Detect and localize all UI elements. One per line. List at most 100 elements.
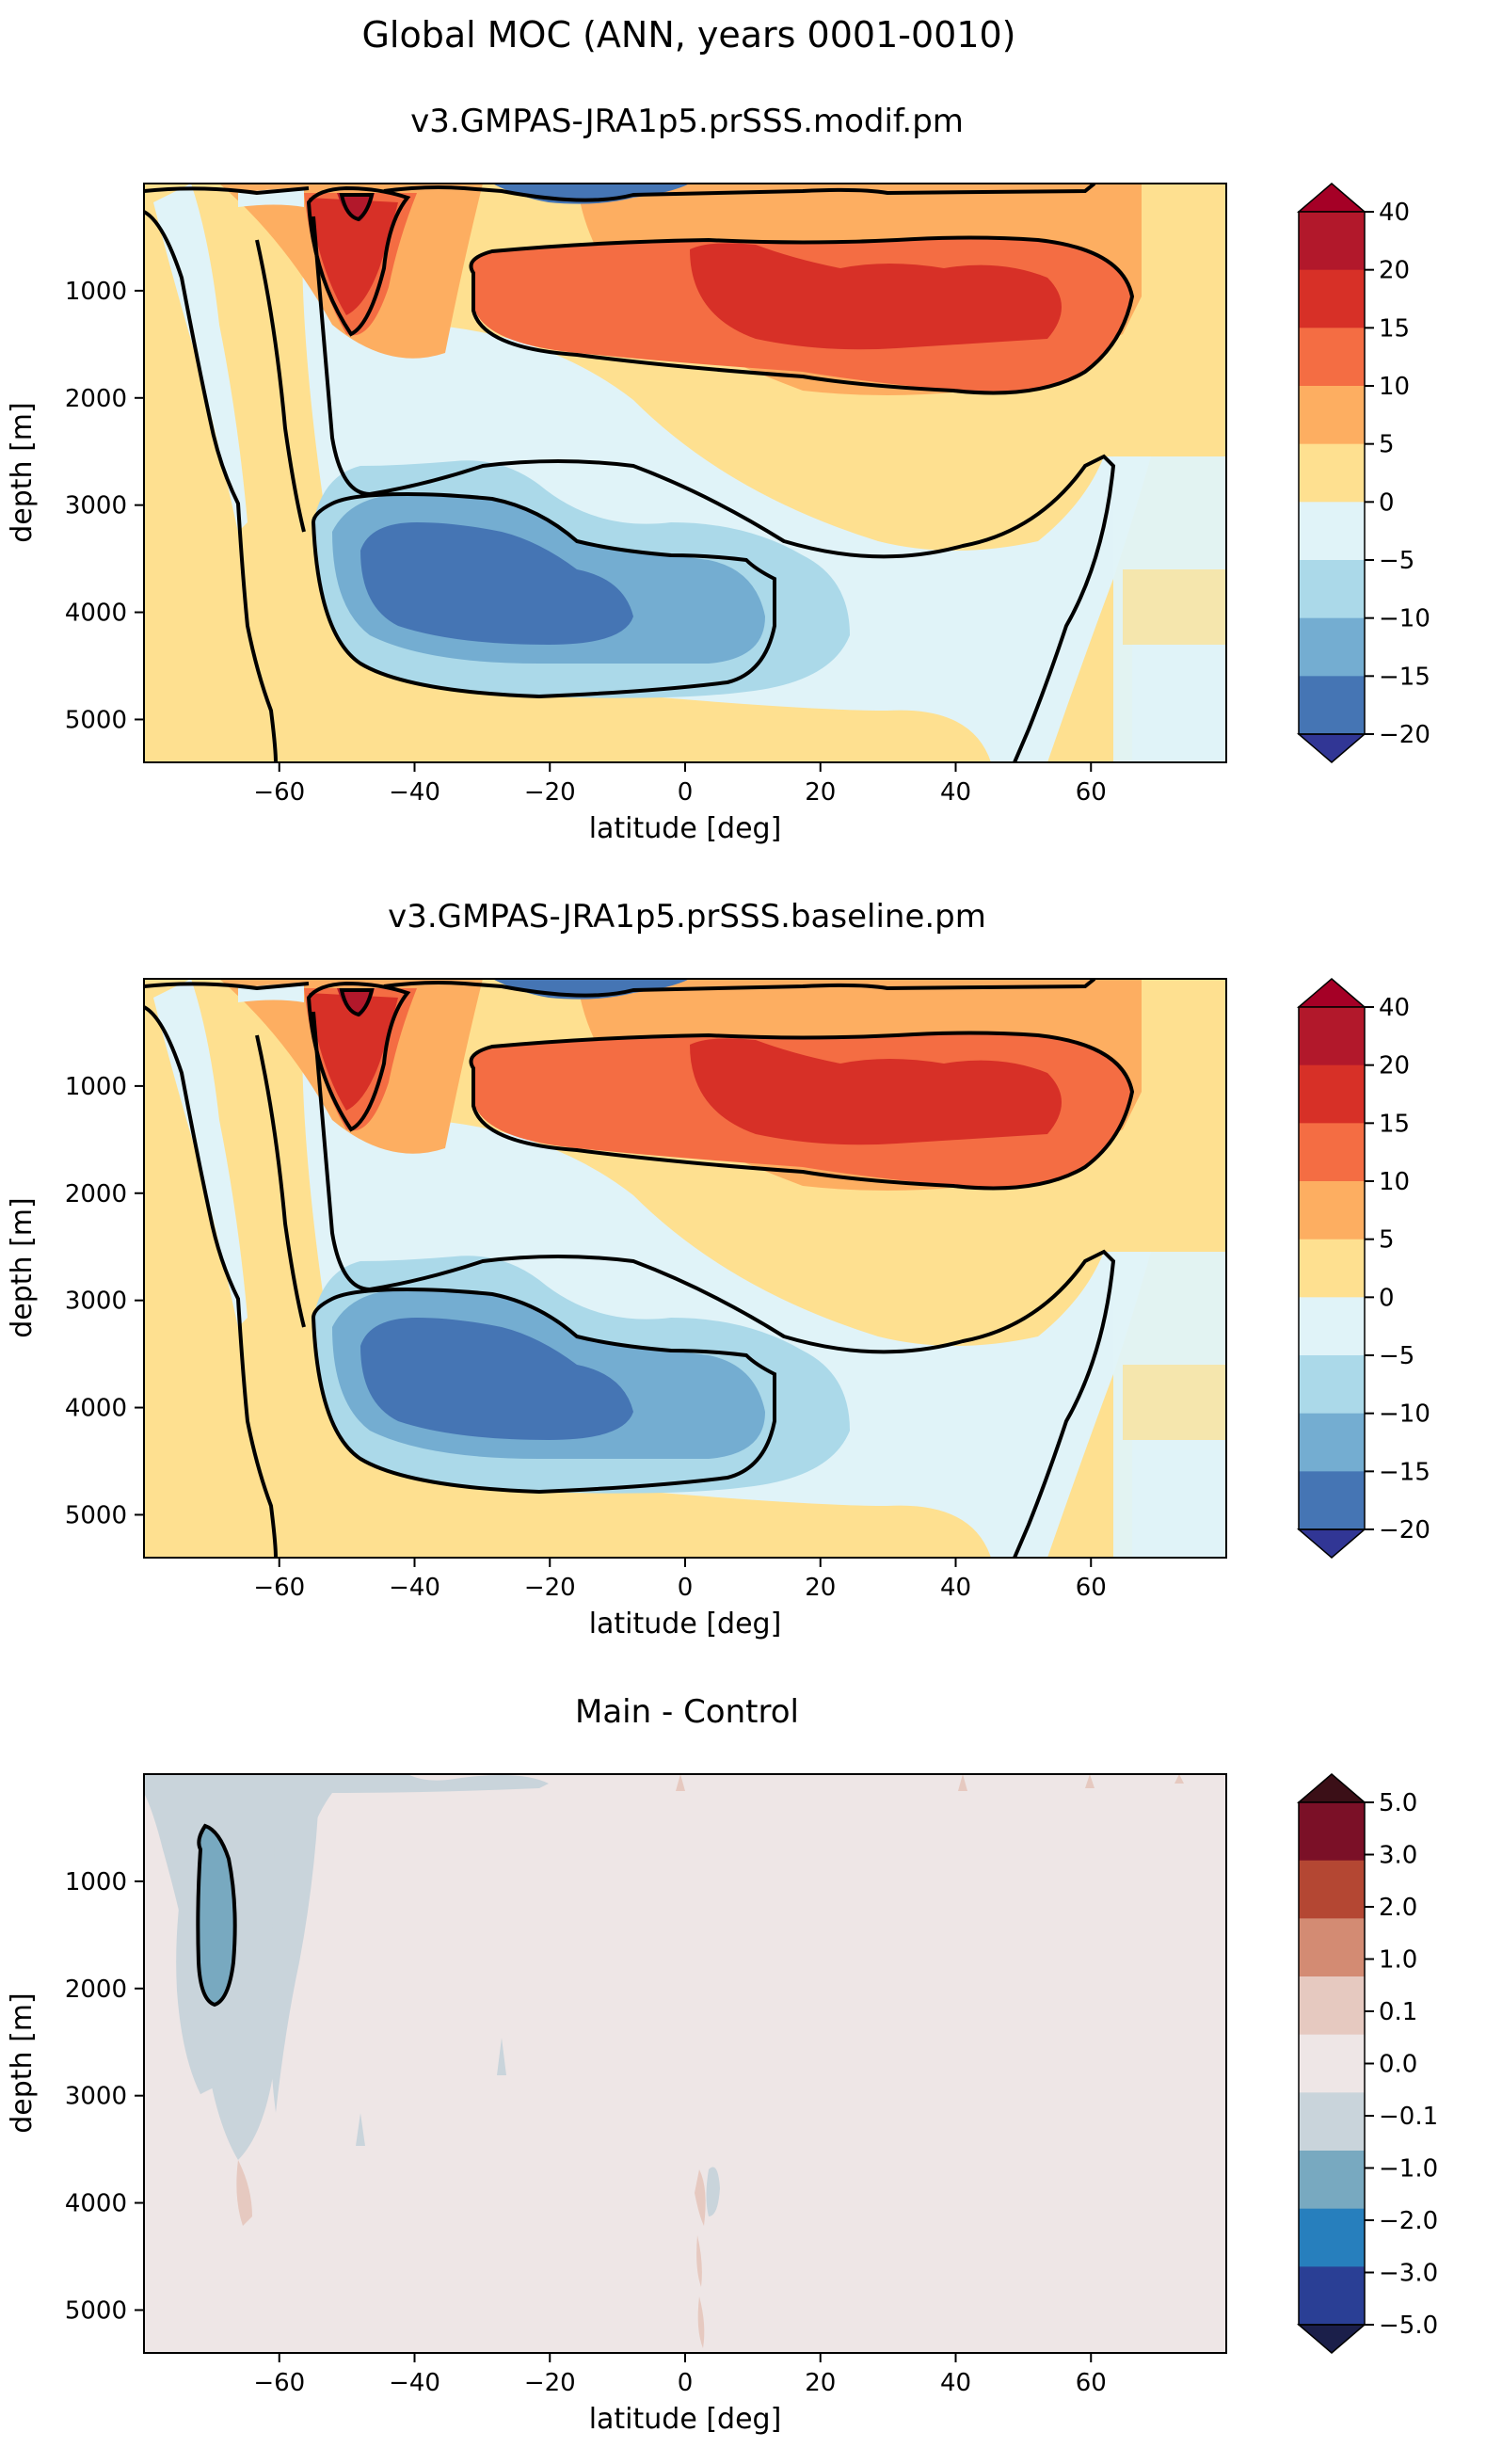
colorbar-tick-label: 5	[1379, 431, 1395, 459]
y-tick-label: 5000	[65, 706, 127, 734]
y-axis-label: depth [m]	[6, 1992, 39, 2134]
x-axis-label: latitude [deg]	[589, 1608, 782, 1640]
colorbar-band	[1299, 2208, 1365, 2267]
colorbar-tick-label: −3.0	[1379, 2260, 1438, 2288]
colorbar-tick-label: 10	[1379, 373, 1410, 401]
colorbar-tick-label: −20	[1379, 721, 1430, 749]
colorbar-tick-label: 5	[1379, 1226, 1395, 1255]
x-axis-label: latitude [deg]	[589, 812, 782, 845]
colorbar-band	[1299, 560, 1365, 619]
colorbar-tick-label: 0.1	[1379, 1998, 1417, 2026]
colorbar-extend-min	[1296, 733, 1367, 763]
colorbar-tick-label: 20	[1379, 1052, 1410, 1080]
y-tick-label: 4000	[65, 2190, 127, 2218]
colorbar-tick-label: 5.0	[1379, 1789, 1417, 1817]
x-tick-label: 40	[940, 778, 971, 807]
colorbar-band	[1299, 1123, 1365, 1182]
x-tick-label: −60	[253, 778, 305, 807]
diff-contours	[196, 1823, 237, 2008]
colorbar: 5.03.02.01.00.10.0−0.1−1.0−2.0−3.0−5.0[S…	[1296, 1773, 1438, 2354]
x-tick-label: −20	[524, 1574, 576, 1602]
contour-field	[144, 184, 1226, 762]
colorbar-tick-label: 0	[1379, 488, 1395, 517]
y-tick-label: 3000	[65, 492, 127, 520]
moc-contour-fills	[144, 979, 1226, 1558]
colorbar-tick-label: 2.0	[1379, 1894, 1417, 1922]
panel-title: Main - Control	[575, 1693, 799, 1731]
panel-title: v3.GMPAS-JRA1p5.prSSS.modif.pm	[410, 103, 964, 140]
colorbar-tick-label: 0	[1379, 1284, 1395, 1312]
x-tick-label: 60	[1076, 1574, 1107, 1602]
x-tick-label: −40	[389, 2369, 440, 2397]
y-tick-label: 3000	[65, 2083, 127, 2111]
x-tick-label: 0	[678, 1574, 694, 1602]
moc-contour-fills	[144, 184, 1226, 762]
colorbar-band	[1299, 1355, 1365, 1415]
colorbar-tick-label: −10	[1379, 605, 1430, 633]
x-tick-label: −60	[253, 1574, 305, 1602]
y-axis-label: depth [m]	[6, 1197, 39, 1338]
moc-zero-contours	[144, 979, 1135, 1558]
x-tick-label: 20	[805, 1574, 836, 1602]
y-axis: 1000 2000 3000 4000 5000	[65, 278, 144, 734]
x-tick-label: 20	[805, 778, 836, 807]
x-tick-label: 0	[678, 2369, 694, 2397]
colorbar-band	[1299, 1976, 1365, 2036]
colorbar-tick-label: −5	[1379, 1342, 1414, 1370]
colorbar-band	[1299, 2266, 1365, 2326]
diff-contour-fills	[144, 1774, 1226, 2353]
colorbar-band	[1299, 1239, 1365, 1298]
y-axis: 1000 2000 3000 4000 5000	[65, 1073, 144, 1529]
colorbar-extend-max	[1296, 183, 1367, 213]
moc-zero-contours	[144, 184, 1135, 762]
colorbar-extend-max	[1296, 1773, 1367, 1803]
colorbar-band	[1299, 1471, 1365, 1530]
colorbar-band	[1299, 1181, 1365, 1240]
colorbar-band	[1299, 1802, 1365, 1862]
y-axis-label: depth [m]	[6, 402, 39, 543]
colorbar-tick-label: −5	[1379, 547, 1414, 575]
panel-difference: Main - Control	[6, 1693, 1438, 2436]
y-tick-label: 1000	[65, 1868, 127, 1896]
colorbar-band	[1299, 386, 1365, 445]
y-tick-label: 1000	[65, 278, 127, 306]
colorbar-frame	[1298, 211, 1366, 735]
colorbar-tick-label: 15	[1379, 314, 1410, 343]
panel-baseline: v3.GMPAS-JRA1p5.prSSS.baseline.pm	[6, 898, 1430, 1640]
y-axis: 1000 2000 3000 4000 5000	[65, 1868, 144, 2325]
colorbar-tick-label: 40	[1379, 199, 1410, 227]
y-tick-label: 4000	[65, 1395, 127, 1423]
x-axis: −60 −40 −20 0 20 40 60	[253, 2353, 1107, 2397]
colorbar-band	[1299, 1297, 1365, 1356]
colorbar-tick-label: 15	[1379, 1110, 1410, 1138]
colorbar-tick-label: 0.0	[1379, 2051, 1417, 2079]
colorbar-band	[1299, 2151, 1365, 2210]
y-tick-label: 5000	[65, 1501, 127, 1529]
colorbar-tick-label: 1.0	[1379, 1946, 1417, 1975]
x-tick-label: −40	[389, 1574, 440, 1602]
colorbar-tick-label: −10	[1379, 1400, 1430, 1429]
y-tick-label: 2000	[65, 1976, 127, 2004]
colorbar-band	[1299, 1064, 1365, 1124]
x-tick-label: 40	[940, 2369, 971, 2397]
colorbar-extend-max	[1296, 978, 1367, 1008]
colorbar-band	[1299, 212, 1365, 271]
x-tick-label: 60	[1076, 778, 1107, 807]
panel-title: v3.GMPAS-JRA1p5.prSSS.baseline.pm	[388, 898, 986, 936]
colorbar-tick-label: −0.1	[1379, 2103, 1438, 2131]
colorbar-tick-label: −5.0	[1379, 2312, 1438, 2340]
x-tick-label: −20	[524, 2369, 576, 2397]
colorbar-band	[1299, 676, 1365, 735]
colorbar-band	[1299, 1413, 1365, 1472]
colorbar-band	[1299, 617, 1365, 677]
colorbar-band	[1299, 502, 1365, 561]
colorbar-tick-label: −20	[1379, 1516, 1430, 1544]
contour-field	[144, 979, 1226, 1558]
colorbar-extend-min	[1296, 1528, 1367, 1559]
contour-field	[144, 1774, 1226, 2353]
y-tick-label: 2000	[65, 1180, 127, 1208]
colorbar-band	[1299, 1860, 1365, 1919]
x-axis: −60 −40 −20 0 20 40 60	[253, 1558, 1107, 1602]
